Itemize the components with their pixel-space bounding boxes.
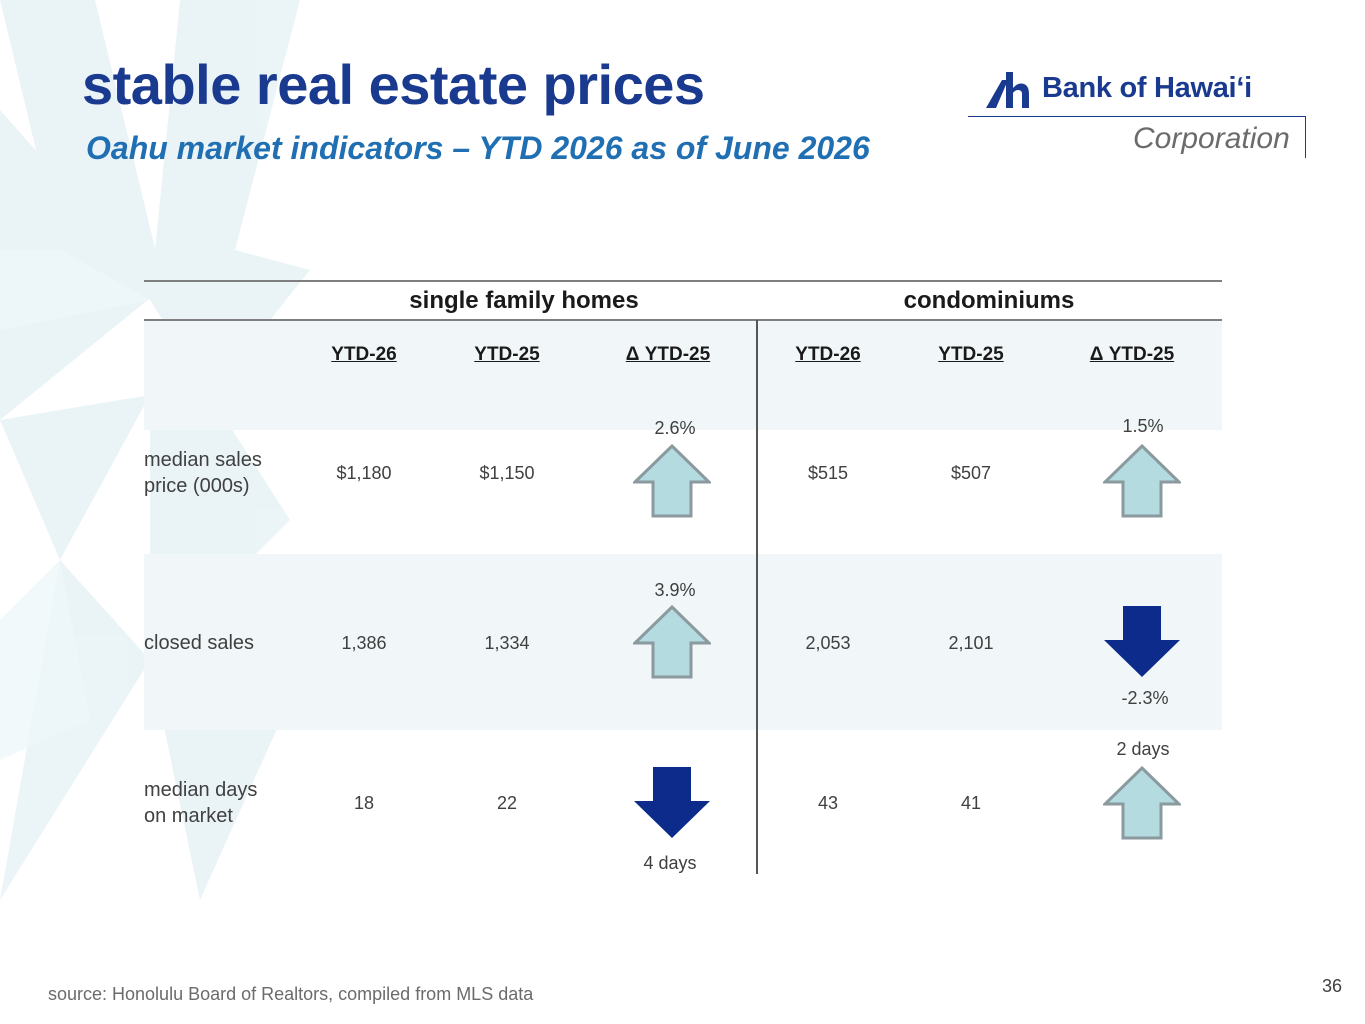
delta-label: 3.9% <box>654 580 696 600</box>
column-header: Δ YTD-25 <box>1089 344 1175 365</box>
delta-label: 1.5% <box>1122 416 1164 436</box>
column-header: Δ YTD-25 <box>625 344 711 365</box>
delta-label: 4 days <box>643 853 697 873</box>
logo-rule <box>968 116 1306 117</box>
table-cell: $1,180 <box>336 463 392 483</box>
table-cell: 1,386 <box>341 633 387 653</box>
column-header: YTD-26 <box>795 344 861 365</box>
group-header-condominiums: condominiums <box>903 287 1075 314</box>
up-arrow-icon <box>1103 444 1181 518</box>
table-cell: 2,101 <box>948 633 994 653</box>
market-indicators-table: single family homes condominiums YTD-26 … <box>144 280 1222 874</box>
group-divider <box>756 320 758 874</box>
up-arrow-icon <box>633 605 711 679</box>
up-arrow-icon <box>1103 766 1181 840</box>
down-arrow-icon <box>634 767 710 838</box>
table-cell: $515 <box>807 463 849 483</box>
delta-label: 2 days <box>1116 739 1170 759</box>
page-subtitle: Oahu market indicators – YTD 2026 as of … <box>86 130 870 166</box>
table-cell: 43 <box>817 793 839 813</box>
down-arrow-icon <box>1104 606 1180 677</box>
delta-label: -2.3% <box>1121 688 1169 708</box>
logo-bank-name: Bank of Hawaiʻi <box>1042 72 1252 104</box>
source-note: source: Honolulu Board of Realtors, comp… <box>48 984 534 1004</box>
column-header: YTD-26 <box>331 344 397 365</box>
delta-label: 2.6% <box>654 418 696 438</box>
table-cell: 2,053 <box>805 633 851 653</box>
table-cell: $507 <box>950 463 992 483</box>
table-cell: 22 <box>496 793 518 813</box>
page-title: stable real estate prices <box>82 53 705 116</box>
row-label-median-days-on-market: median days on market <box>144 779 258 827</box>
bank-of-hawaii-logo: Bank of Hawaiʻi Corporation <box>968 66 1308 162</box>
row-label-median-sales-price: median sales price (000s) <box>144 449 262 497</box>
bank-h-mark-icon <box>986 72 1029 108</box>
table-cell: 41 <box>960 793 982 813</box>
up-arrow-icon <box>633 444 711 518</box>
row-label-closed-sales: closed sales <box>144 632 255 654</box>
column-header: YTD-25 <box>938 344 1004 365</box>
table-cell: 18 <box>353 793 375 813</box>
table-cell: $1,150 <box>479 463 535 483</box>
table-cell: 1,334 <box>484 633 530 653</box>
logo-corporation: Corporation <box>1133 122 1290 155</box>
logo-rule-vertical <box>1305 116 1306 158</box>
table-top-rule <box>144 280 1222 282</box>
header-band <box>144 320 1222 430</box>
group-header-rule <box>144 319 1222 321</box>
page-number: 36 <box>1322 976 1343 996</box>
group-header-single-family: single family homes <box>409 287 639 314</box>
column-header: YTD-25 <box>474 344 540 365</box>
